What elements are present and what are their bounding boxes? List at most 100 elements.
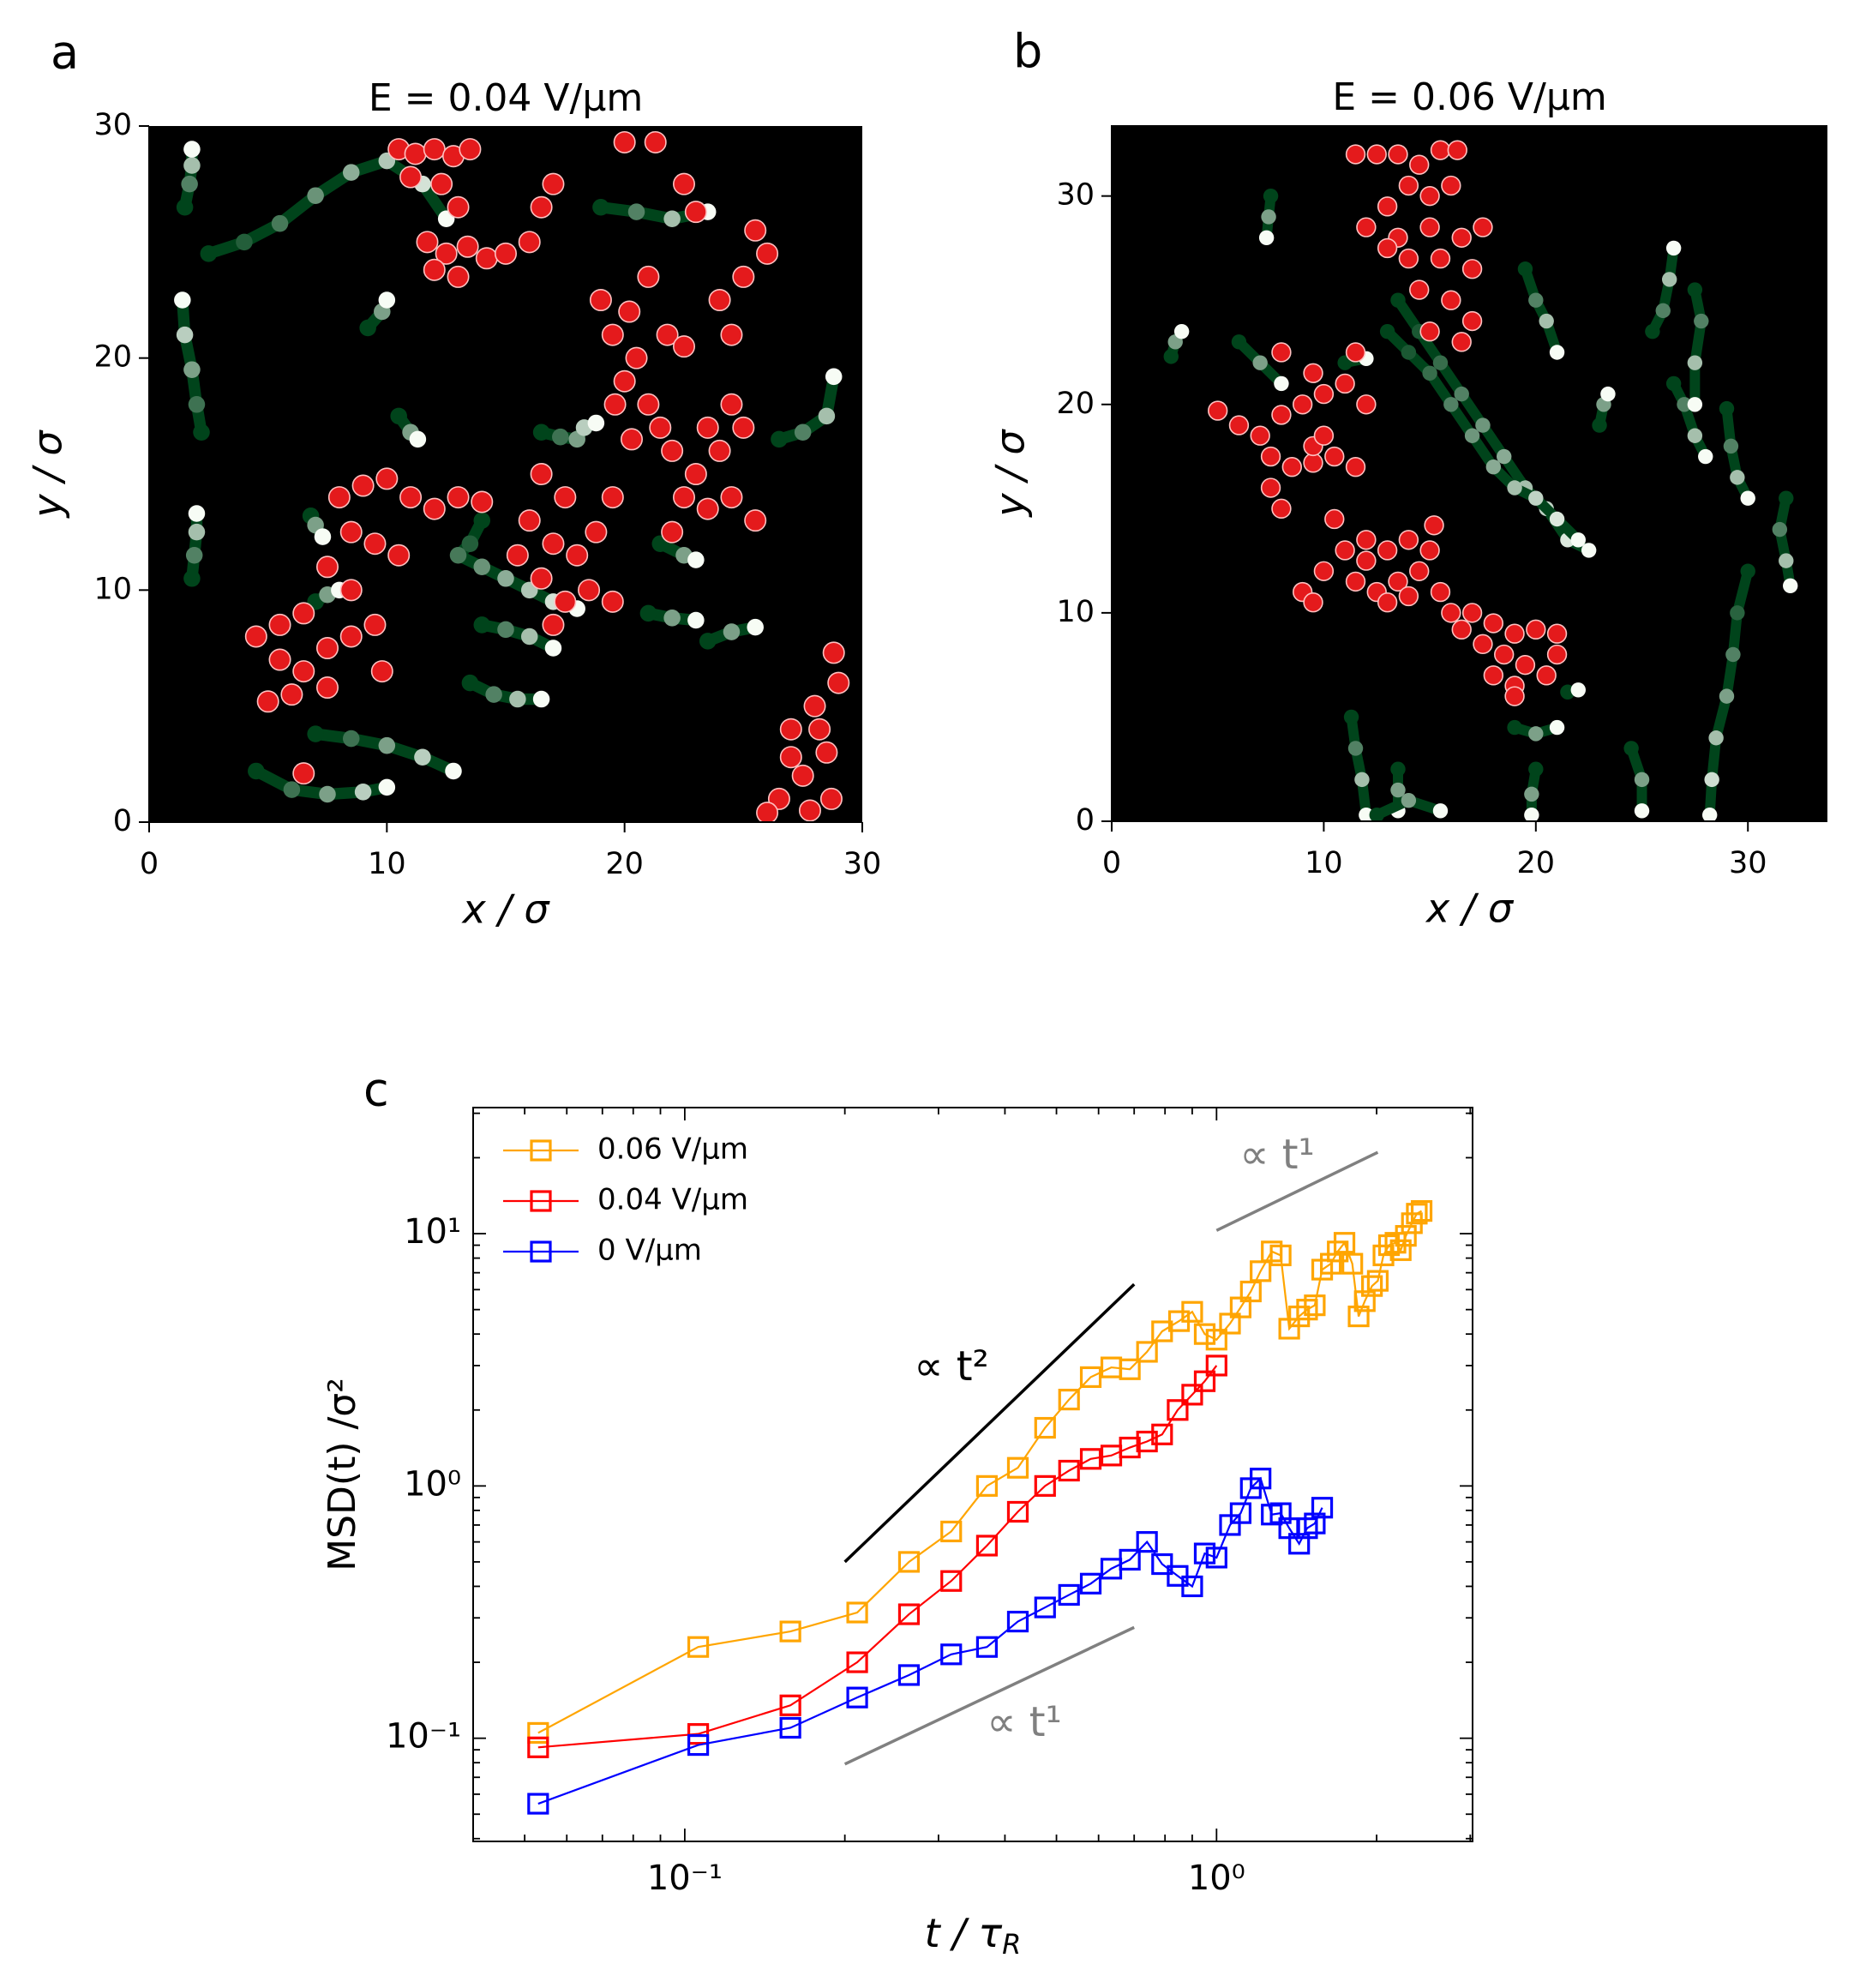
legend-marker <box>530 1139 552 1162</box>
marker <box>1229 1502 1252 1524</box>
particle <box>672 172 696 195</box>
trajectory <box>464 676 548 706</box>
particle <box>815 741 838 764</box>
x-tick-label: 20 <box>605 847 644 881</box>
marker <box>975 1474 999 1497</box>
particle <box>554 486 577 509</box>
marker <box>1304 1294 1326 1317</box>
particle <box>1430 140 1451 160</box>
x-tick-label: 10⁻¹ <box>647 1859 723 1898</box>
particle <box>1447 140 1467 160</box>
trajectory-point <box>1528 490 1544 506</box>
marker <box>1205 1547 1227 1569</box>
trajectory-point <box>378 291 396 309</box>
trajectory-point <box>248 762 265 780</box>
particle <box>399 165 423 189</box>
particle <box>1483 665 1504 686</box>
particle <box>644 130 667 153</box>
particle <box>1303 453 1323 473</box>
trajectory-point <box>1549 511 1565 527</box>
particle <box>744 509 767 532</box>
trajectory-point <box>461 674 479 692</box>
trajectory-point <box>1422 365 1437 381</box>
particle <box>1546 623 1568 644</box>
trajectory-point <box>520 628 538 646</box>
marker <box>940 1520 963 1543</box>
series-line <box>537 1476 1323 1805</box>
particle <box>585 520 608 544</box>
trajectory-point <box>1701 808 1718 821</box>
particle <box>351 474 375 497</box>
trajectory-point <box>1708 730 1724 746</box>
trajectory-point <box>1454 386 1469 402</box>
guide-line <box>843 1625 1135 1766</box>
trajectory-point <box>1369 808 1384 821</box>
trajectory-point <box>461 535 479 552</box>
particle <box>456 235 479 258</box>
particle <box>649 416 672 439</box>
particle <box>798 799 821 822</box>
trajectory-point <box>1443 397 1459 412</box>
trajectory-point <box>552 428 569 446</box>
marker <box>1205 1329 1227 1351</box>
marker <box>1079 1366 1102 1389</box>
particle <box>542 172 565 195</box>
particle <box>618 300 641 323</box>
trajectory-point <box>1772 521 1788 538</box>
trajectory-point <box>1549 719 1565 736</box>
particle <box>732 416 755 439</box>
marker <box>1151 1553 1173 1576</box>
trajectory-point <box>639 604 657 622</box>
particle <box>447 486 470 509</box>
particle <box>1335 540 1355 561</box>
particle <box>339 520 363 544</box>
particle <box>566 544 589 567</box>
particle <box>603 393 627 416</box>
marker <box>1167 1399 1189 1421</box>
particle <box>613 130 636 153</box>
trajectory-point <box>183 141 201 158</box>
particle <box>1377 540 1398 561</box>
trajectory-point <box>1634 772 1650 788</box>
particle <box>672 335 696 358</box>
trajectory <box>1689 285 1707 410</box>
trajectory <box>1346 712 1371 820</box>
particle <box>696 497 719 520</box>
trajectory-point <box>283 781 301 798</box>
particle <box>375 467 399 490</box>
trajectory-point <box>1485 459 1502 475</box>
trajectory-point <box>771 430 788 448</box>
marker <box>1410 1199 1433 1222</box>
trajectory-point <box>1634 803 1650 819</box>
trajectory-point <box>1581 543 1597 558</box>
trajectory-point <box>1517 261 1533 277</box>
particle <box>808 718 831 741</box>
particle <box>1461 259 1483 279</box>
particle <box>1398 530 1419 550</box>
x-axis-label-sub: R <box>1002 1928 1021 1961</box>
x-axis-label: x / σ <box>460 886 550 933</box>
trajectory <box>1647 243 1679 337</box>
trajectory-point <box>1258 230 1275 245</box>
marker <box>1193 1542 1216 1565</box>
legend-label: 0.04 V/μm <box>597 1183 748 1217</box>
particle <box>1388 571 1408 592</box>
particle <box>1441 290 1461 310</box>
particle <box>1526 619 1546 640</box>
trajectory-point <box>1274 375 1289 392</box>
particle <box>756 242 779 265</box>
trajectory-point <box>314 528 332 545</box>
marker <box>1288 1305 1311 1328</box>
particle <box>1356 217 1377 237</box>
trajectory-point <box>1261 209 1276 225</box>
marker <box>940 1570 963 1592</box>
trajectory-point <box>445 762 462 780</box>
panel-label: a <box>51 26 79 80</box>
trajectory-point <box>1665 240 1682 256</box>
trajectory-point <box>1655 303 1671 319</box>
particle <box>1430 248 1451 269</box>
legend-marker <box>530 1190 552 1212</box>
marker <box>897 1551 921 1573</box>
marker <box>1288 1533 1311 1555</box>
particle <box>732 265 755 288</box>
